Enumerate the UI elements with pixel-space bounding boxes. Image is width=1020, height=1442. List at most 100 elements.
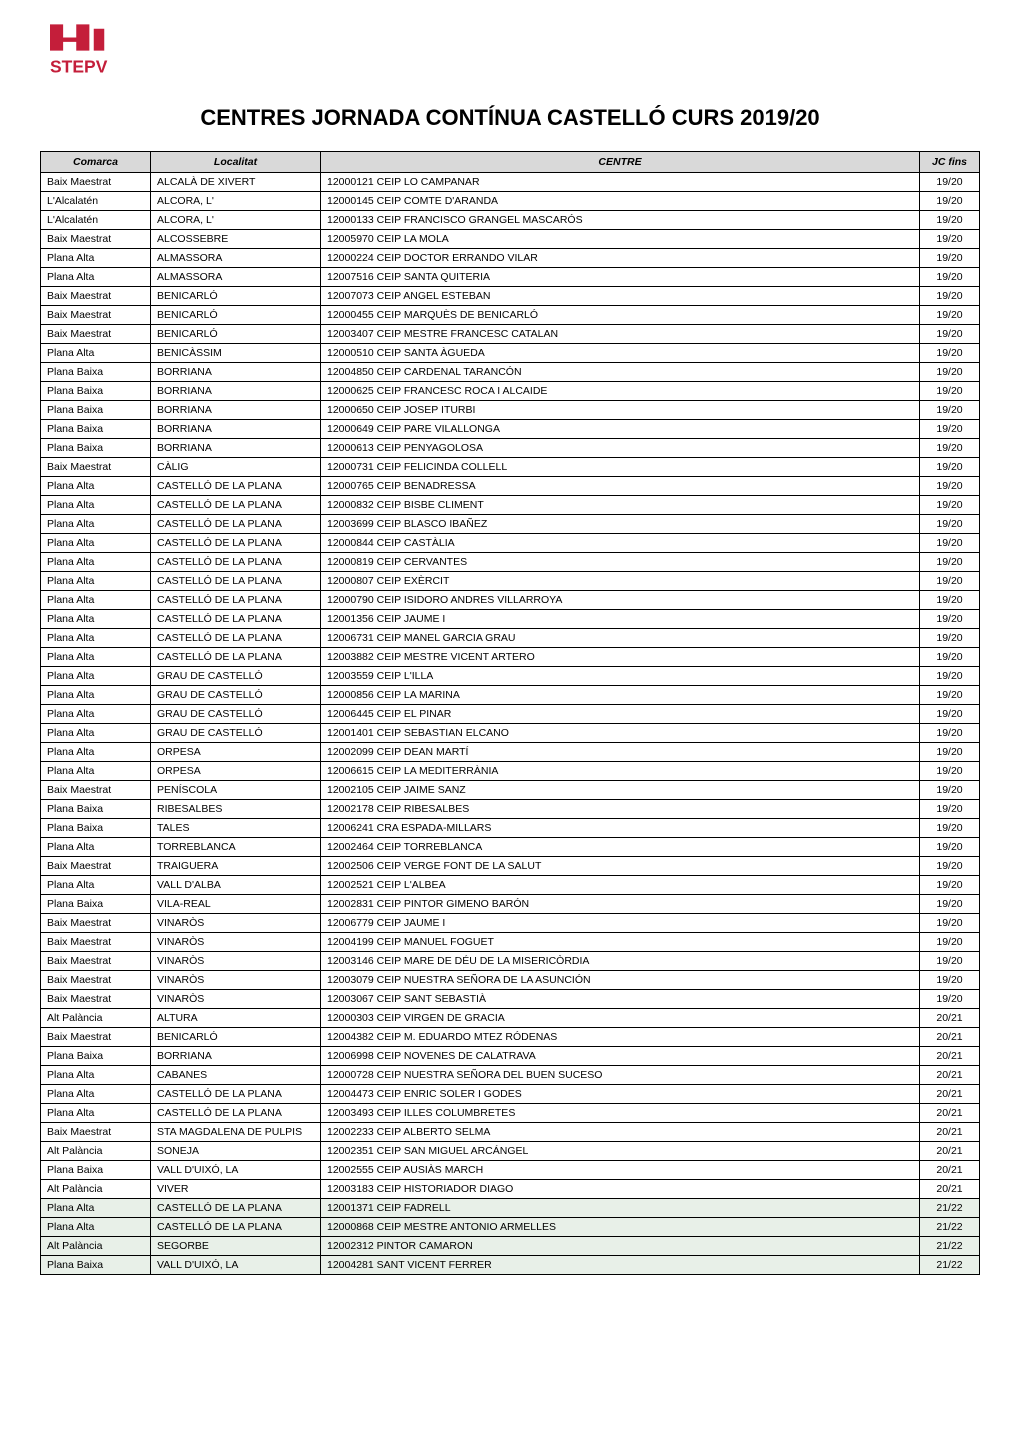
cell-jcfins: 19/20 xyxy=(920,629,980,648)
table-row: Plana AltaCASTELLÓ DE LA PLANA12000868 C… xyxy=(41,1218,980,1237)
cell-centre: 12006731 CEIP MANEL GARCIA GRAU xyxy=(321,629,920,648)
cell-comarca: Plana Alta xyxy=(41,344,151,363)
table-row: Baix MaestratPENÍSCOLA12002105 CEIP JAIM… xyxy=(41,781,980,800)
cell-comarca: Plana Baixa xyxy=(41,1256,151,1275)
cell-centre: 12000613 CEIP PENYAGOLOSA xyxy=(321,439,920,458)
cell-localitat: CASTELLÓ DE LA PLANA xyxy=(151,610,321,629)
cell-localitat: CASTELLÓ DE LA PLANA xyxy=(151,591,321,610)
cell-jcfins: 19/20 xyxy=(920,914,980,933)
cell-localitat: PENÍSCOLA xyxy=(151,781,321,800)
table-row: Plana BaixaBORRIANA12004850 CEIP CARDENA… xyxy=(41,363,980,382)
cell-localitat: VIVER xyxy=(151,1180,321,1199)
cell-localitat: GRAU DE CASTELLÓ xyxy=(151,724,321,743)
cell-jcfins: 19/20 xyxy=(920,648,980,667)
cell-localitat: BENICARLÓ xyxy=(151,1028,321,1047)
cell-centre: 12006779 CEIP JAUME I xyxy=(321,914,920,933)
cell-comarca: Plana Alta xyxy=(41,249,151,268)
cell-comarca: Baix Maestrat xyxy=(41,173,151,192)
cell-centre: 12000224 CEIP DOCTOR ERRANDO VILAR xyxy=(321,249,920,268)
cell-localitat: BORRIANA xyxy=(151,1047,321,1066)
cell-comarca: Plana Alta xyxy=(41,1104,151,1123)
cell-localitat: BORRIANA xyxy=(151,420,321,439)
cell-localitat: ALMASSORA xyxy=(151,268,321,287)
cell-jcfins: 19/20 xyxy=(920,420,980,439)
cell-centre: 12000649 CEIP PARE VILALLONGA xyxy=(321,420,920,439)
cell-centre: 12000856 CEIP LA MARINA xyxy=(321,686,920,705)
table-row: Plana BaixaTALES12006241 CRA ESPADA-MILL… xyxy=(41,819,980,838)
table-row: Plana AltaGRAU DE CASTELLÓ12001401 CEIP … xyxy=(41,724,980,743)
table-row: Baix MaestratVINARÒS12003067 CEIP SANT S… xyxy=(41,990,980,1009)
header-comarca: Comarca xyxy=(41,152,151,173)
cell-comarca: Baix Maestrat xyxy=(41,857,151,876)
cell-jcfins: 19/20 xyxy=(920,230,980,249)
cell-centre: 12002099 CEIP DEAN MARTÍ xyxy=(321,743,920,762)
table-row: Plana AltaVALL D'ALBA12002521 CEIP L'ALB… xyxy=(41,876,980,895)
stepv-logo: STEPV xyxy=(40,20,130,90)
cell-centre: 12000819 CEIP CERVANTES xyxy=(321,553,920,572)
cell-comarca: Alt Palància xyxy=(41,1237,151,1256)
cell-comarca: Baix Maestrat xyxy=(41,230,151,249)
cell-centre: 12003183 CEIP HISTORIADOR DIAGO xyxy=(321,1180,920,1199)
cell-centre: 12007073 CEIP ANGEL ESTEBAN xyxy=(321,287,920,306)
cell-centre: 12002105 CEIP JAIME SANZ xyxy=(321,781,920,800)
cell-jcfins: 21/22 xyxy=(920,1256,980,1275)
cell-jcfins: 19/20 xyxy=(920,496,980,515)
cell-jcfins: 19/20 xyxy=(920,743,980,762)
table-row: Plana BaixaBORRIANA12006998 CEIP NOVENES… xyxy=(41,1047,980,1066)
table-row: Plana AltaCASTELLÓ DE LA PLANA12000832 C… xyxy=(41,496,980,515)
cell-jcfins: 20/21 xyxy=(920,1085,980,1104)
table-row: Baix MaestratALCALÀ DE XIVERT12000121 CE… xyxy=(41,173,980,192)
cell-centre: 12001371 CEIP FADRELL xyxy=(321,1199,920,1218)
cell-centre: 12003882 CEIP MESTRE VICENT ARTERO xyxy=(321,648,920,667)
cell-comarca: Baix Maestrat xyxy=(41,306,151,325)
cell-jcfins: 19/20 xyxy=(920,534,980,553)
cell-comarca: Plana Baixa xyxy=(41,1047,151,1066)
cell-centre: 12000728 CEIP NUESTRA SEÑORA DEL BUEN SU… xyxy=(321,1066,920,1085)
table-row: Alt PalànciaALTURA12000303 CEIP VIRGEN D… xyxy=(41,1009,980,1028)
table-row: Plana AltaCASTELLÓ DE LA PLANA12000844 C… xyxy=(41,534,980,553)
cell-localitat: CASTELLÓ DE LA PLANA xyxy=(151,648,321,667)
cell-comarca: Plana Alta xyxy=(41,667,151,686)
cell-comarca: Plana Alta xyxy=(41,838,151,857)
page-title: CENTRES JORNADA CONTÍNUA CASTELLÓ CURS 2… xyxy=(40,105,980,131)
cell-centre: 12003067 CEIP SANT SEBASTIÀ xyxy=(321,990,920,1009)
cell-centre: 12006615 CEIP LA MEDITERRÀNIA xyxy=(321,762,920,781)
cell-centre: 12002555 CEIP AUSIÀS MARCH xyxy=(321,1161,920,1180)
cell-jcfins: 19/20 xyxy=(920,705,980,724)
table-row: Alt PalànciaSONEJA12002351 CEIP SAN MIGU… xyxy=(41,1142,980,1161)
cell-localitat: RIBESALBES xyxy=(151,800,321,819)
cell-localitat: VALL D'ALBA xyxy=(151,876,321,895)
table-row: Baix MaestratBENICARLÓ12004382 CEIP M. E… xyxy=(41,1028,980,1047)
header-jcfins: JC fins xyxy=(920,152,980,173)
cell-centre: 12003493 CEIP ILLES COLUMBRETES xyxy=(321,1104,920,1123)
cell-comarca: Plana Alta xyxy=(41,1066,151,1085)
cell-localitat: CÀLIG xyxy=(151,458,321,477)
cell-comarca: Plana Baixa xyxy=(41,363,151,382)
cell-centre: 12006241 CRA ESPADA-MILLARS xyxy=(321,819,920,838)
header-localitat: Localitat xyxy=(151,152,321,173)
cell-localitat: TALES xyxy=(151,819,321,838)
cell-comarca: Plana Alta xyxy=(41,610,151,629)
cell-centre: 12003407 CEIP MESTRE FRANCESC CATALAN xyxy=(321,325,920,344)
cell-centre: 12002312 PINTOR CAMARON xyxy=(321,1237,920,1256)
table-row: Baix MaestratVINARÒS12003079 CEIP NUESTR… xyxy=(41,971,980,990)
table-row: Plana AltaCABANES12000728 CEIP NUESTRA S… xyxy=(41,1066,980,1085)
cell-comarca: Plana Baixa xyxy=(41,420,151,439)
cell-jcfins: 19/20 xyxy=(920,952,980,971)
table-row: Plana BaixaBORRIANA12000625 CEIP FRANCES… xyxy=(41,382,980,401)
cell-comarca: Alt Palància xyxy=(41,1180,151,1199)
cell-localitat: VALL D'UIXÓ, LA xyxy=(151,1161,321,1180)
table-row: Alt PalànciaSEGORBE12002312 PINTOR CAMAR… xyxy=(41,1237,980,1256)
cell-jcfins: 19/20 xyxy=(920,667,980,686)
table-row: Plana BaixaBORRIANA12000613 CEIP PENYAGO… xyxy=(41,439,980,458)
cell-localitat: TORREBLANCA xyxy=(151,838,321,857)
cell-jcfins: 19/20 xyxy=(920,572,980,591)
table-row: Baix MaestratBENICARLÓ12000455 CEIP MARQ… xyxy=(41,306,980,325)
cell-jcfins: 19/20 xyxy=(920,971,980,990)
cell-centre: 12000133 CEIP FRANCISCO GRANGEL MASCARÓS xyxy=(321,211,920,230)
cell-jcfins: 19/20 xyxy=(920,344,980,363)
cell-localitat: STA MAGDALENA DE PULPIS xyxy=(151,1123,321,1142)
cell-comarca: Plana Alta xyxy=(41,268,151,287)
cell-jcfins: 19/20 xyxy=(920,781,980,800)
cell-centre: 12001356 CEIP JAUME I xyxy=(321,610,920,629)
